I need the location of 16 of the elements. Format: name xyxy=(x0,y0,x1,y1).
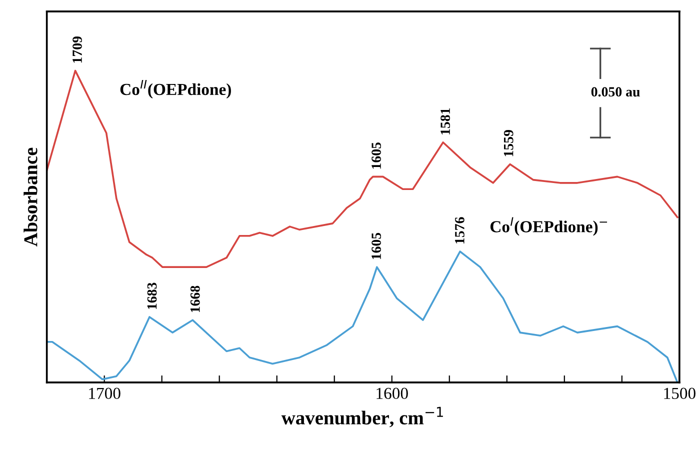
series-label: Co$^{II}$(OEPdione) xyxy=(120,80,231,98)
annotation: 1581 xyxy=(440,108,450,134)
annotation: 1559 xyxy=(504,130,514,156)
annotation: 1683 xyxy=(147,282,157,309)
series-label: Co$^{I}$(OEPdione)$^{−}$ xyxy=(490,217,608,236)
x-tick-label: 1600 xyxy=(376,388,408,400)
annotation: 1668 xyxy=(190,286,200,312)
x-tick-label: 1500 xyxy=(664,388,696,400)
annotation: 1709 xyxy=(72,36,82,63)
annotation: 1605 xyxy=(372,232,381,260)
x-tick-label: 1700 xyxy=(89,388,120,400)
x-axis-title: wavenumber, cm$^{−1}$ xyxy=(281,406,443,428)
y-axis-title: Absorbance xyxy=(24,148,38,246)
annotation: 0.050 au xyxy=(591,87,640,97)
annotation: 1576 xyxy=(455,217,464,244)
annotation: 1605 xyxy=(372,142,381,169)
